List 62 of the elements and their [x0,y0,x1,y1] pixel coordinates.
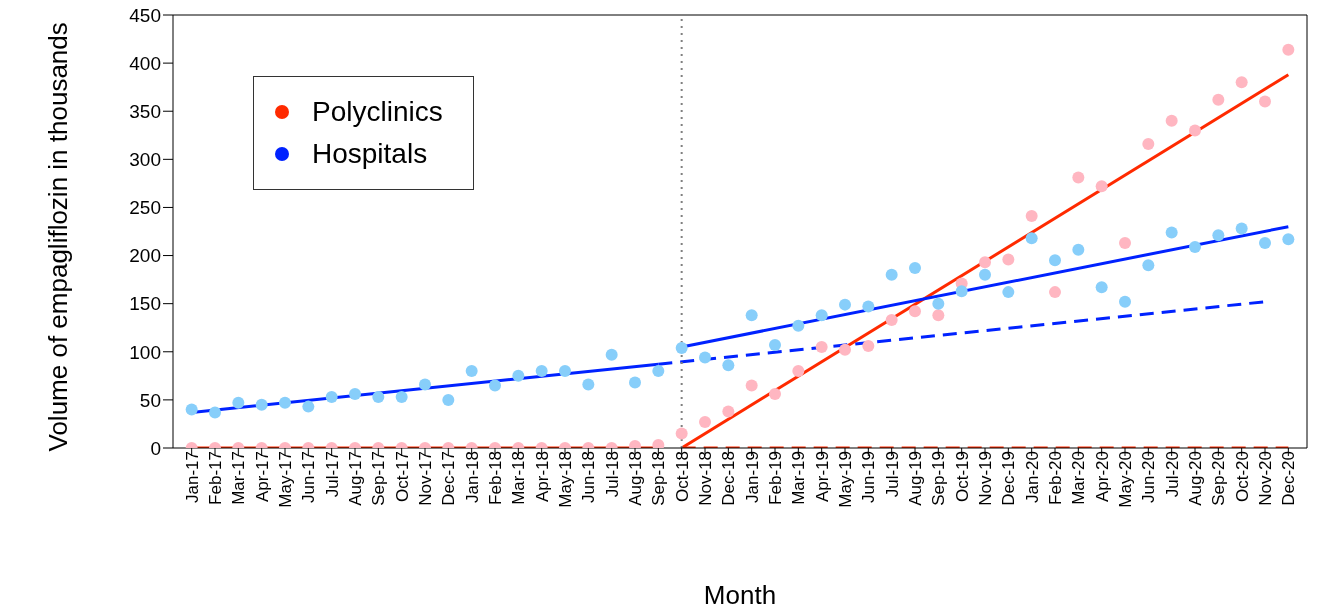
legend-label: Polyclinics [312,95,443,129]
y-tick-label: 450 [129,4,161,26]
x-tick-label: Jul-17 [322,451,342,498]
x-tick-label: Sep-19 [929,451,949,506]
y-axis-title: Volume of empagliflozin in thousands [43,22,74,452]
y-tick-label: 0 [150,437,161,459]
x-tick-label: Apr-17 [252,451,272,503]
x-tick-label: Mar-20 [1069,451,1089,505]
x-tick-label: Feb-17 [206,451,226,505]
x-tick-label: Nov-20 [1256,451,1276,506]
x-tick-label: Mar-19 [789,451,809,505]
x-tick-label: Jan-19 [742,451,762,503]
x-tick-label: Jan-17 [182,451,202,503]
y-tick-label: 150 [129,293,161,315]
x-tick-label: Jul-18 [602,451,622,498]
x-tick-label: May-20 [1116,451,1136,508]
x-tick-label: Apr-18 [532,451,552,503]
x-tick-label: Sep-20 [1209,451,1229,506]
y-tick-label: 50 [139,389,161,411]
x-tick-label: Jan-18 [462,451,482,503]
x-tick-label: Nov-19 [976,451,996,506]
x-axis-title: Month [703,580,777,609]
legend-label: Hospitals [312,137,428,171]
x-tick-label: Dec-17 [439,451,459,506]
y-tick-label: 200 [129,245,161,267]
y-tick-label: 250 [129,197,161,219]
y-tick-label: 400 [129,52,161,74]
x-tick-label: Dec-19 [999,451,1019,506]
x-tick-label: Sep-18 [649,451,669,506]
y-tick-label: 350 [129,100,161,122]
x-tick-label: Oct-18 [672,451,692,503]
y-tick-label: 100 [129,341,161,363]
x-tick-label: Feb-18 [486,451,506,505]
x-tick-label: Apr-20 [1092,451,1112,503]
x-tick-label: Aug-20 [1186,451,1206,506]
x-tick-label: Jun-17 [299,451,319,503]
x-tick-label: Jun-20 [1139,451,1159,503]
x-tick-label: Aug-19 [906,451,926,506]
x-tick-label: Nov-17 [416,451,436,506]
x-tick-label: May-19 [836,451,856,508]
x-tick-label: Oct-20 [1232,451,1252,503]
x-tick-label: Dec-20 [1279,451,1299,506]
x-tick-label: May-17 [276,451,296,508]
x-tick-label: Oct-17 [392,451,412,503]
x-tick-label: Aug-17 [346,451,366,506]
x-tick-label: Mar-17 [229,451,249,505]
x-tick-label: Jun-19 [859,451,879,503]
x-tick-label: Nov-18 [696,451,716,506]
x-tick-label: Feb-20 [1046,451,1066,505]
x-tick-label: Apr-19 [812,451,832,503]
x-tick-label: Jun-18 [579,451,599,503]
x-tick-label: Feb-19 [766,451,786,505]
x-tick-label: Jul-20 [1162,451,1182,498]
y-tick-label: 300 [129,149,161,171]
x-tick-label: May-18 [556,451,576,508]
x-tick-label: Jan-20 [1022,451,1042,503]
x-tick-label: Aug-18 [626,451,646,506]
x-tick-label: Oct-19 [952,451,972,503]
x-tick-label: Sep-17 [369,451,389,506]
x-tick-label: Mar-18 [509,451,529,505]
x-tick-label: Dec-18 [719,451,739,506]
x-tick-label: Jul-19 [882,451,902,498]
